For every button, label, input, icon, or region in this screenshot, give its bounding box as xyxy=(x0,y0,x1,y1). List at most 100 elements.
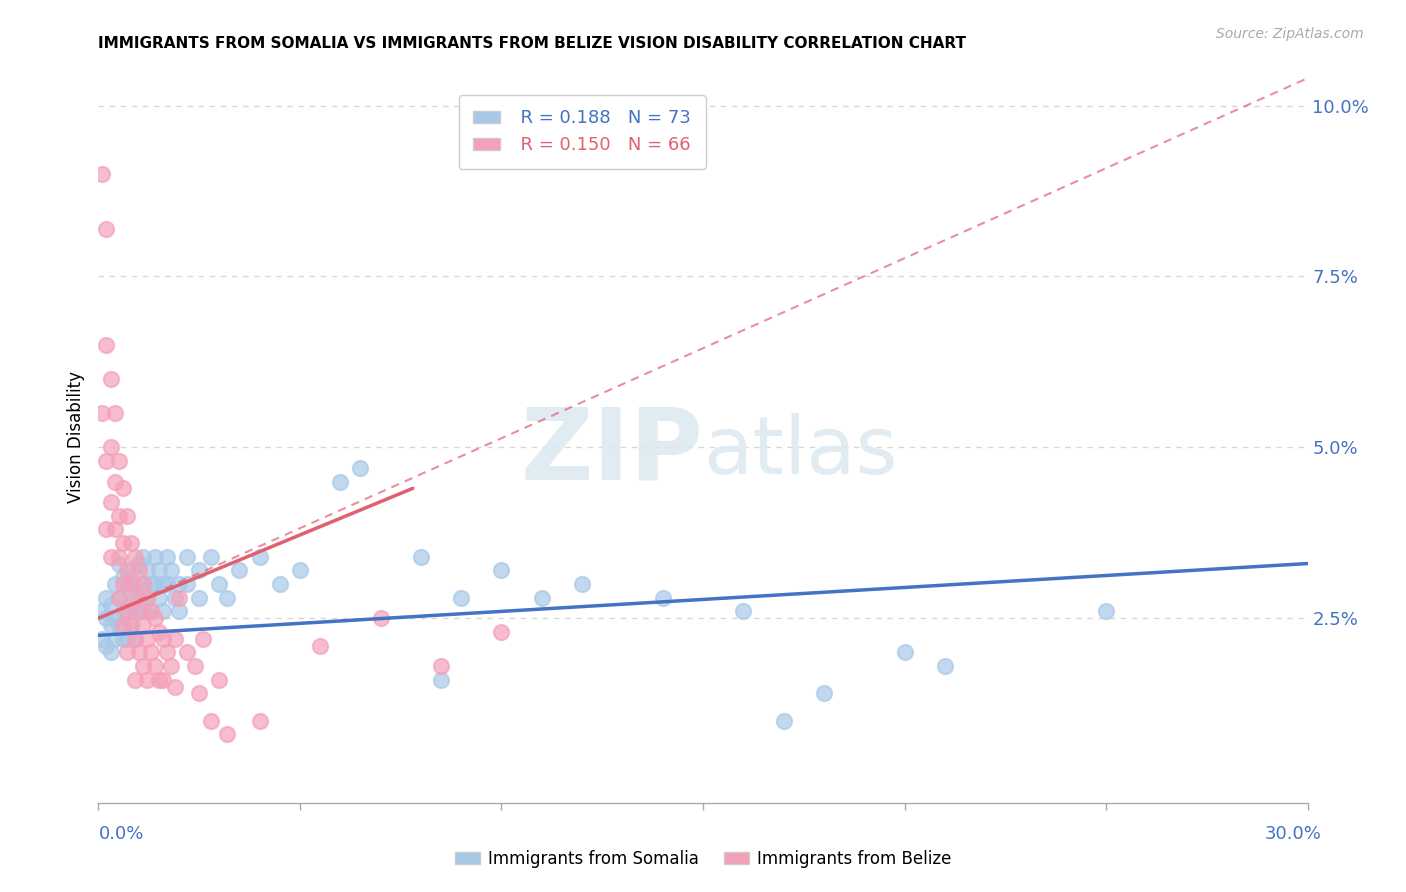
Point xyxy=(156,645,179,659)
Point xyxy=(135,591,157,605)
Point xyxy=(100,618,122,632)
Point xyxy=(115,632,138,646)
Point xyxy=(96,454,118,468)
Point xyxy=(148,563,170,577)
Point xyxy=(107,508,129,523)
Point xyxy=(329,475,352,489)
Point xyxy=(96,522,118,536)
Point xyxy=(100,440,122,454)
Point xyxy=(148,673,170,687)
Point xyxy=(111,481,134,495)
Point xyxy=(103,406,125,420)
Point xyxy=(96,611,118,625)
Point xyxy=(115,577,138,591)
Text: Source: ZipAtlas.com: Source: ZipAtlas.com xyxy=(1216,27,1364,41)
Point xyxy=(132,577,155,591)
Point xyxy=(188,686,211,700)
Point xyxy=(228,563,250,577)
Point xyxy=(430,659,453,673)
Point xyxy=(651,591,673,605)
Point xyxy=(139,604,162,618)
Point xyxy=(120,618,142,632)
Text: atlas: atlas xyxy=(703,413,897,491)
Point xyxy=(107,454,129,468)
Point xyxy=(139,645,162,659)
Point xyxy=(249,549,271,564)
Point xyxy=(148,624,170,639)
Text: ZIP: ZIP xyxy=(520,403,703,500)
Point xyxy=(167,591,190,605)
Point xyxy=(107,591,129,605)
Point xyxy=(176,577,198,591)
Point xyxy=(160,563,183,577)
Point xyxy=(120,577,142,591)
Point xyxy=(120,591,142,605)
Point xyxy=(135,632,157,646)
Point xyxy=(184,659,207,673)
Point xyxy=(269,577,291,591)
Text: 30.0%: 30.0% xyxy=(1265,825,1322,843)
Point xyxy=(100,495,122,509)
Point xyxy=(128,591,150,605)
Point xyxy=(100,549,122,564)
Point xyxy=(128,645,150,659)
Point xyxy=(124,577,146,591)
Point xyxy=(91,406,114,420)
Point xyxy=(115,604,138,618)
Point xyxy=(152,632,174,646)
Point xyxy=(115,563,138,577)
Point xyxy=(571,577,593,591)
Point xyxy=(163,632,186,646)
Point xyxy=(1095,604,1118,618)
Point xyxy=(124,591,146,605)
Point xyxy=(132,659,155,673)
Point xyxy=(143,549,166,564)
Y-axis label: Vision Disability: Vision Disability xyxy=(66,371,84,503)
Point xyxy=(96,221,118,235)
Point xyxy=(124,549,146,564)
Point xyxy=(370,611,392,625)
Legend:   R = 0.188   N = 73,   R = 0.150   N = 66: R = 0.188 N = 73, R = 0.150 N = 66 xyxy=(458,95,706,169)
Point xyxy=(139,577,162,591)
Point xyxy=(103,577,125,591)
Point xyxy=(103,522,125,536)
Point xyxy=(120,536,142,550)
Point xyxy=(163,591,186,605)
Point xyxy=(349,460,371,475)
Point xyxy=(733,604,755,618)
Point xyxy=(111,577,134,591)
Point xyxy=(100,372,122,386)
Point xyxy=(208,673,231,687)
Point xyxy=(120,563,142,577)
Point xyxy=(167,604,190,618)
Point xyxy=(132,604,155,618)
Point xyxy=(111,604,134,618)
Text: IMMIGRANTS FROM SOMALIA VS IMMIGRANTS FROM BELIZE VISION DISABILITY CORRELATION : IMMIGRANTS FROM SOMALIA VS IMMIGRANTS FR… xyxy=(98,36,966,51)
Point xyxy=(188,591,211,605)
Point xyxy=(132,618,155,632)
Point xyxy=(409,549,432,564)
Point xyxy=(152,604,174,618)
Point xyxy=(132,577,155,591)
Point xyxy=(111,618,134,632)
Point xyxy=(156,577,179,591)
Point xyxy=(111,570,134,584)
Point xyxy=(96,591,118,605)
Point xyxy=(91,632,114,646)
Point xyxy=(143,659,166,673)
Point xyxy=(200,714,222,728)
Point xyxy=(156,549,179,564)
Point xyxy=(167,577,190,591)
Point xyxy=(143,611,166,625)
Point xyxy=(217,727,239,741)
Point xyxy=(450,591,472,605)
Point xyxy=(115,604,138,618)
Point xyxy=(91,604,114,618)
Point xyxy=(96,639,118,653)
Point xyxy=(100,645,122,659)
Point xyxy=(120,618,142,632)
Point xyxy=(152,577,174,591)
Point xyxy=(139,604,162,618)
Point xyxy=(188,563,211,577)
Point xyxy=(288,563,311,577)
